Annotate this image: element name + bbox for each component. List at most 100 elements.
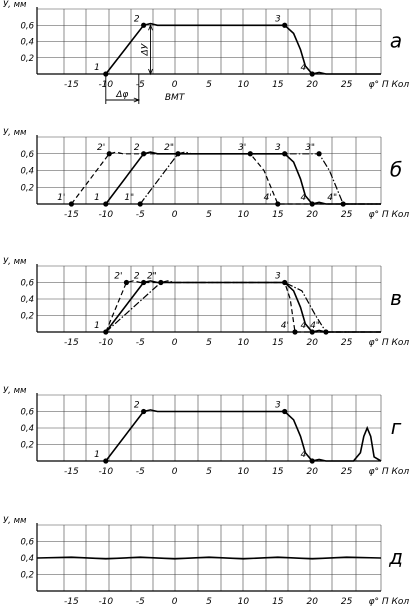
series-line-solid [105,22,381,75]
x-tick-label: -15 [64,80,79,90]
dy-label: ΔУ [141,43,151,56]
point-marker [106,151,112,157]
point-marker [137,201,143,207]
x-tick-label: 15 [272,338,284,348]
x-tick-label: 0 [172,467,178,477]
x-axis-unit: φ° П Кол В [369,597,409,607]
point-label: 1' [57,193,65,203]
point-label: 1 [94,450,100,460]
x-tick-label: 0 [172,338,178,348]
point-label: 4 [300,63,306,73]
y-tick-label: 0,4 [20,38,34,48]
point-marker [141,279,147,286]
point-label: 3' [238,143,246,153]
x-tick-label: 5 [206,80,212,90]
point-marker [316,151,322,157]
x-tick-label: 5 [206,597,212,607]
x-tick-label: -15 [64,210,79,220]
y-tick-label: 0,6 [20,408,34,418]
dphi-arrow-head [133,97,141,103]
series-line-dashdot [105,280,381,333]
x-tick-label: 20 [306,338,318,348]
point-label: 3 [275,401,281,411]
x-tick-label: -5 [136,467,145,477]
x-tick-label: 10 [238,597,250,607]
point-marker [247,151,253,157]
x-tick-label: 25 [341,210,353,220]
y-tick-label: 0,2 [20,312,34,322]
point-label: 4 [300,321,306,331]
point-label: 1 [94,321,100,331]
y-axis-unit: У, мм [3,516,27,526]
x-tick-label: -10 [98,467,113,477]
point-marker [340,201,346,207]
point-marker [309,201,315,207]
x-tick-label: 0 [172,80,178,90]
y-tick-label: 0,6 [20,538,34,548]
dy-arrow-tail [148,68,153,76]
dy-arrow-head [148,24,153,31]
point-marker [103,201,109,207]
point-label: 2" [164,143,174,153]
series-line-dashed [105,280,381,333]
point-marker [175,151,181,157]
y-tick-label: 0,2 [20,54,34,64]
y-axis-unit: У, мм [3,0,27,10]
point-label: 2' [97,143,105,153]
panel-letter: д [388,545,403,569]
point-label: 2' [114,272,122,282]
x-tick-label: 10 [238,80,250,90]
x-tick-label: 15 [272,80,284,90]
point-label: 2 [134,143,140,153]
point-label: 3 [275,143,281,153]
point-marker [141,151,147,157]
series-line-solid [36,556,382,560]
y-tick-label: 0,6 [20,21,34,31]
panel-letter: а [390,29,402,53]
panel-letter: г [391,415,402,439]
x-tick-label: -5 [136,80,145,90]
x-tick-label: -5 [136,338,145,348]
point-marker [282,279,288,286]
point-label: 4" [310,321,320,331]
x-tick-label: -5 [136,210,145,220]
x-tick-label: -10 [98,210,113,220]
point-label: 1" [124,193,134,203]
point-label: 3 [275,272,281,282]
point-marker [292,329,298,335]
panel-b: 0,2 0,4 0,6 У, мм -15 -10 -5 0 5 10 15 20 25 φ° П Кол… [3,128,409,220]
point-marker [323,329,329,335]
panel-letter: в [390,286,402,310]
x-axis-unit: φ° П Кол В [369,338,409,348]
y-tick-label: 0,4 [20,424,34,434]
y-tick-label: 0,4 [20,295,34,305]
x-tick-label: 0 [172,597,178,607]
x-axis-unit: φ° П Кол В [369,80,409,90]
y-tick-label: 0,2 [20,183,34,193]
y-tick-label: 0,6 [20,279,34,289]
x-axis-unit: φ° П Кол В [369,467,409,477]
x-tick-label: -15 [64,597,79,607]
point-label: 2" [147,272,157,282]
point-marker [141,408,147,415]
point-label: 4' [264,193,272,203]
point-label: 3 [275,14,281,24]
point-label: 4 [300,193,306,203]
point-marker [309,458,315,464]
panel-e: 0,2 0,4 0,6 У, мм -15 -10 -5 0 5 10 15 20 25 φ° П Кол… [3,516,409,607]
y-tick-label: 0,4 [20,554,34,564]
dphi-label: Δφ [115,90,128,100]
point-label: 2 [134,272,140,282]
x-tick-label: 15 [272,210,284,220]
x-tick-label: 10 [238,467,250,477]
y-tick-label: 0,2 [20,571,34,581]
x-tick-label: 25 [341,338,353,348]
y-tick-label: 0,6 [20,150,34,160]
y-tick-label: 0,4 [20,167,34,177]
y-axis-unit: У, мм [3,257,27,267]
x-tick-label: 0 [172,210,178,220]
panel-c: 0,2 0,4 0,6 У, мм -15 -10 -5 0 5 10 15 20 25 φ° П Кол… [3,257,409,348]
x-tick-label: 25 [341,80,353,90]
point-marker [68,201,74,207]
